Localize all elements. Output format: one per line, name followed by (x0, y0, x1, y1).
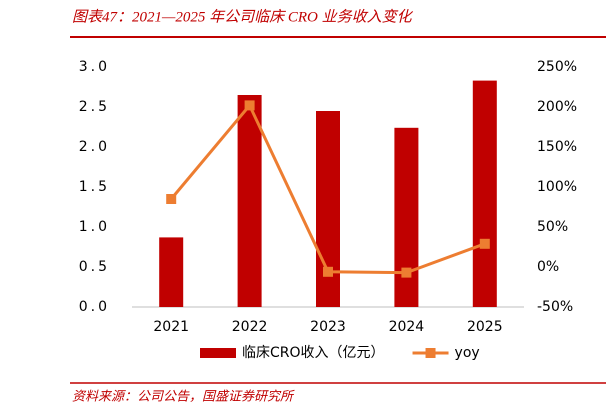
y2-tick-label: 0% (537, 259, 559, 275)
x-tick-label: 2024 (389, 319, 425, 335)
bar (159, 237, 184, 307)
source-note: 资料来源：公司公告，国盛证券研究所 (72, 389, 295, 405)
legend-swatch (200, 348, 236, 358)
x-tick-label: 2021 (153, 319, 189, 335)
y-tick-label: 1.5 (79, 179, 110, 195)
y-tick-label: 1.0 (79, 219, 110, 235)
y2-tick-label: 150% (537, 139, 577, 155)
y2-tick-label: 250% (537, 59, 577, 75)
x-tick-label: 2023 (310, 319, 346, 335)
legend-swatch (425, 348, 436, 358)
x-tick-label: 2025 (467, 319, 503, 335)
x-tick-label: 2022 (232, 319, 268, 335)
chart-title: 图表47：2021—2025 年公司临床 CRO 业务收入变化 (72, 8, 414, 25)
legend-label: yoy (455, 345, 480, 361)
y2-tick-label: -50% (537, 299, 573, 315)
y-tick-label: 0.0 (79, 299, 110, 315)
line-marker (479, 238, 490, 249)
line-marker (244, 100, 255, 111)
line-marker (323, 266, 333, 277)
bar (394, 127, 419, 307)
bar (316, 111, 340, 307)
y-tick-label: 2.0 (79, 139, 110, 155)
legend-label: 临床CRO收入（亿元） (242, 345, 385, 361)
y-tick-label: 2.5 (79, 99, 110, 115)
y2-tick-label: 50% (537, 219, 568, 235)
y-tick-label: 0.5 (79, 259, 110, 275)
y2-tick-label: 100% (537, 179, 577, 195)
line-marker (401, 267, 412, 278)
bar (472, 80, 497, 307)
bar (237, 95, 262, 307)
y2-tick-label: 200% (537, 99, 577, 115)
y-tick-label: 3.0 (79, 59, 110, 75)
line-marker (166, 194, 177, 204)
